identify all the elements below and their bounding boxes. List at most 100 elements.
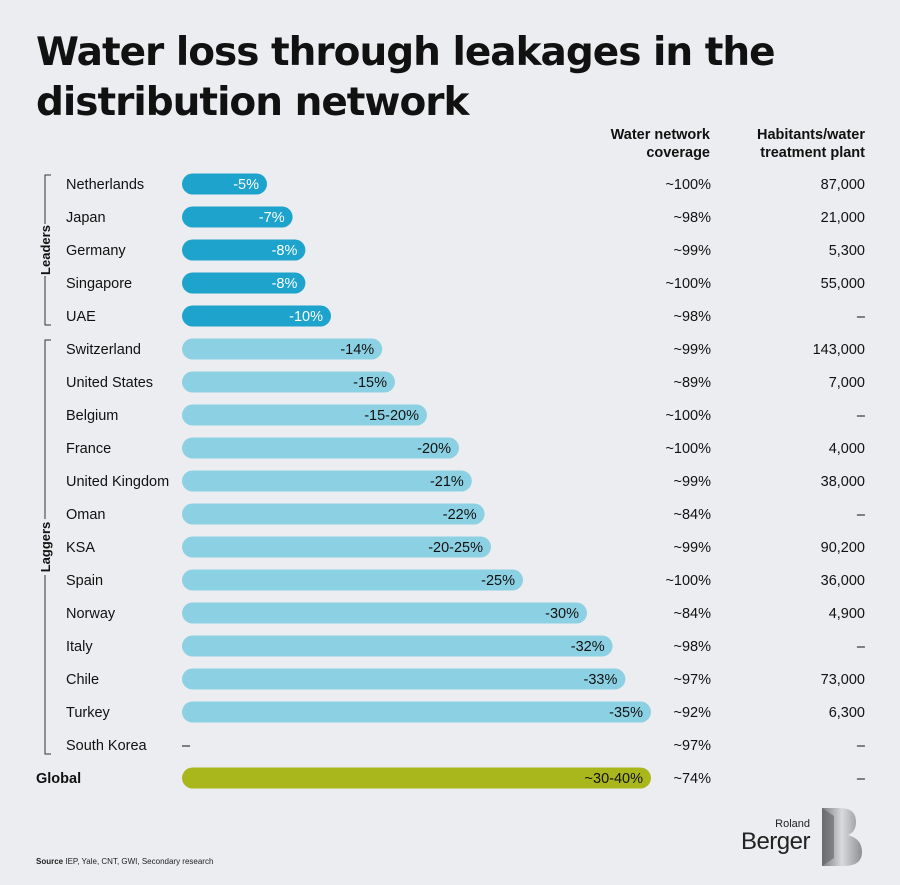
leaders-group-label: Leaders xyxy=(38,225,53,275)
coverage-value-netherlands: ~100% xyxy=(665,177,711,193)
bar-global xyxy=(182,767,651,789)
bar-value-label-global: ~30-40% xyxy=(585,771,644,787)
bar-value-label-singapore: -8% xyxy=(272,276,298,292)
bar-netherlands xyxy=(182,173,267,195)
bar-value-label-uae: -10% xyxy=(289,309,323,325)
bar-chart: Netherlands -5% ~100% 87,000 Japan -7% ~98% 21,… xyxy=(36,173,866,789)
coverage-value-united-kingdom: ~99% xyxy=(674,474,712,490)
bar-spain xyxy=(182,569,523,591)
coverage-value-norway: ~84% xyxy=(674,606,712,622)
plants-value-chile: 73,000 xyxy=(821,672,865,688)
country-label-italy: Italy xyxy=(66,639,93,655)
plants-value-spain: 36,000 xyxy=(821,573,865,589)
coverage-value-italy: ~98% xyxy=(674,639,712,655)
bar-value-label-italy: -32% xyxy=(571,639,605,655)
country-label-ksa: KSA xyxy=(66,540,95,556)
coverage-value-switzerland: ~99% xyxy=(674,342,712,358)
bar-switzerland xyxy=(182,338,383,360)
plants-value-turkey: 6,300 xyxy=(829,705,865,721)
coverage-value-singapore: ~100% xyxy=(665,276,711,292)
bar-value-label-ksa: -20-25% xyxy=(428,540,483,556)
laggers-group-label: Laggers xyxy=(38,522,53,573)
coverage-value-belgium: ~100% xyxy=(665,408,711,424)
logo-b-mark-icon xyxy=(822,808,862,866)
bar-france xyxy=(182,437,459,459)
coverage-value-ksa: ~99% xyxy=(674,540,712,556)
coverage-column-header: Water network coverage xyxy=(610,127,710,161)
country-label-netherlands: Netherlands xyxy=(66,177,144,193)
leaders-bracket-gap xyxy=(37,224,53,276)
bar-japan xyxy=(182,206,293,228)
bar-value-label-united-states: -15% xyxy=(353,375,387,391)
bar-united-kingdom xyxy=(182,470,472,492)
bar-value-label-switzerland: -14% xyxy=(340,342,374,358)
country-label-south-korea: South Korea xyxy=(66,738,148,754)
plants-value-italy: – xyxy=(857,639,866,655)
plants-value-singapore: 55,000 xyxy=(821,276,865,292)
coverage-value-germany: ~99% xyxy=(674,243,712,259)
bar-value-label-netherlands: -5% xyxy=(233,177,259,193)
bar-turkey xyxy=(182,701,651,723)
bar-italy xyxy=(182,635,613,657)
bar-value-label-south-korea: – xyxy=(182,738,191,754)
coverage-value-france: ~100% xyxy=(665,441,711,457)
plants-value-uae: – xyxy=(857,309,866,325)
bar-value-label-japan: -7% xyxy=(259,210,285,226)
logo-text-roland: Roland xyxy=(775,818,810,830)
bar-value-label-turkey: -35% xyxy=(609,705,643,721)
country-label-global: Global xyxy=(36,771,81,787)
coverage-value-chile: ~97% xyxy=(674,672,712,688)
coverage-value-turkey: ~92% xyxy=(674,705,712,721)
plants-value-switzerland: 143,000 xyxy=(813,342,865,358)
coverage-value-united-states: ~89% xyxy=(674,375,712,391)
bar-value-label-germany: -8% xyxy=(272,243,298,259)
plants-value-ksa: 90,200 xyxy=(821,540,865,556)
bar-value-label-chile: -33% xyxy=(584,672,618,688)
coverage-value-global: ~74% xyxy=(674,771,712,787)
plants-value-united-states: 7,000 xyxy=(829,375,865,391)
plants-value-united-kingdom: 38,000 xyxy=(821,474,865,490)
plants-value-france: 4,000 xyxy=(829,441,865,457)
bar-value-label-france: -20% xyxy=(417,441,451,457)
bar-united-states xyxy=(182,371,395,393)
chart-title: Water loss through leakages in the distr… xyxy=(36,30,776,125)
bar-belgium xyxy=(182,404,427,426)
country-label-singapore: Singapore xyxy=(66,276,132,292)
coverage-value-japan: ~98% xyxy=(674,210,712,226)
bar-value-label-spain: -25% xyxy=(481,573,515,589)
laggers-bracket-gap xyxy=(37,519,53,575)
plants-value-japan: 21,000 xyxy=(821,210,865,226)
plants-column-header: Habitants/water treatment plant xyxy=(757,127,865,161)
country-label-france: France xyxy=(66,441,111,457)
bar-uae xyxy=(182,305,331,327)
roland-berger-logo: Roland Berger xyxy=(740,806,872,870)
plants-value-belgium: – xyxy=(857,408,866,424)
bar-ksa xyxy=(182,536,491,558)
country-label-germany: Germany xyxy=(66,243,126,259)
bar-norway xyxy=(182,602,587,624)
source-note: Source IEP, Yale, CNT, GWI, Secondary re… xyxy=(36,857,214,866)
plants-value-oman: – xyxy=(857,507,866,523)
plants-value-germany: 5,300 xyxy=(829,243,865,259)
country-label-chile: Chile xyxy=(66,672,99,688)
bar-germany xyxy=(182,239,306,261)
bar-value-label-united-kingdom: -21% xyxy=(430,474,464,490)
bar-oman xyxy=(182,503,485,525)
country-label-oman: Oman xyxy=(66,507,106,523)
country-label-united-kingdom: United Kingdom xyxy=(66,474,169,490)
plants-value-global: – xyxy=(857,771,866,787)
coverage-value-oman: ~84% xyxy=(674,507,712,523)
coverage-value-spain: ~100% xyxy=(665,573,711,589)
bar-singapore xyxy=(182,272,306,294)
plants-value-netherlands: 87,000 xyxy=(821,177,865,193)
country-label-switzerland: Switzerland xyxy=(66,342,141,358)
plants-value-norway: 4,900 xyxy=(829,606,865,622)
bar-chile xyxy=(182,668,626,690)
bar-value-label-belgium: -15-20% xyxy=(364,408,419,424)
country-label-japan: Japan xyxy=(66,210,106,226)
coverage-value-south-korea: ~97% xyxy=(674,738,712,754)
logo-text-berger: Berger xyxy=(740,828,811,855)
bar-value-label-oman: -22% xyxy=(443,507,477,523)
plants-value-south-korea: – xyxy=(857,738,866,754)
country-label-norway: Norway xyxy=(66,606,116,622)
